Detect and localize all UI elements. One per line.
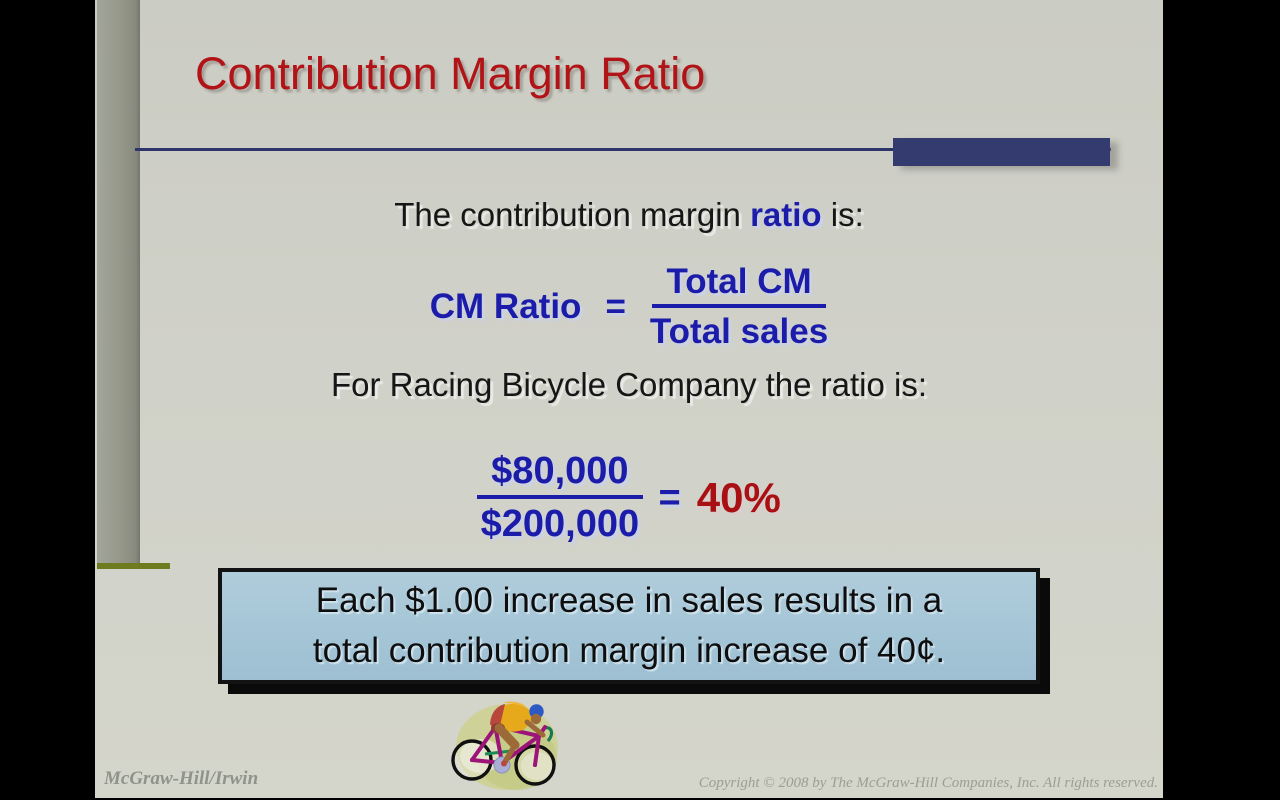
example-formula: $80,000 $200,000 = 40% bbox=[95, 452, 1163, 543]
example-fraction-denominator: $200,000 bbox=[480, 503, 640, 545]
intro-text-pre: The contribution margin bbox=[394, 196, 751, 233]
presentation-slide: Contribution Margin Ratio The contributi… bbox=[95, 0, 1163, 798]
olive-accent-line bbox=[97, 563, 170, 569]
example-fraction-numerator: $80,000 bbox=[477, 452, 643, 499]
footer-brand: McGraw-Hill/Irwin bbox=[104, 768, 259, 789]
example-fraction: $80,000 $200,000 bbox=[477, 452, 643, 545]
callout-line-1: Each $1.00 increase in sales results in … bbox=[315, 581, 943, 620]
cm-ratio-formula: CM Ratio = Total CM Total sales bbox=[95, 264, 1163, 349]
callout-box: Each $1.00 increase in sales results in … bbox=[218, 568, 1040, 684]
title-divider-block bbox=[893, 138, 1110, 166]
cm-fraction-numerator: Total CM bbox=[652, 264, 826, 308]
formula-equals-sign: = bbox=[605, 287, 626, 326]
formula-lhs: CM Ratio bbox=[429, 287, 582, 326]
left-sidebar-decoration bbox=[97, 0, 140, 563]
cyclist-clipart-icon bbox=[445, 698, 567, 796]
example-equals-sign: = bbox=[658, 476, 681, 519]
intro-line: The contribution margin ratio is: bbox=[95, 196, 1163, 234]
example-result: 40% bbox=[696, 473, 781, 521]
title-divider-line bbox=[135, 148, 1111, 151]
company-line: For Racing Bicycle Company the ratio is: bbox=[330, 366, 928, 403]
cm-fraction-denominator: Total sales bbox=[649, 312, 829, 351]
cm-fraction: Total CM Total sales bbox=[650, 264, 828, 349]
callout-line-2: total contribution margin increase of 40… bbox=[312, 631, 946, 670]
intro-text-post: is: bbox=[821, 196, 864, 233]
footer-copyright: Copyright © 2008 by The McGraw-Hill Comp… bbox=[698, 775, 1158, 791]
intro-text-highlight: ratio bbox=[750, 196, 822, 233]
slide-title: Contribution Margin Ratio bbox=[195, 48, 706, 99]
